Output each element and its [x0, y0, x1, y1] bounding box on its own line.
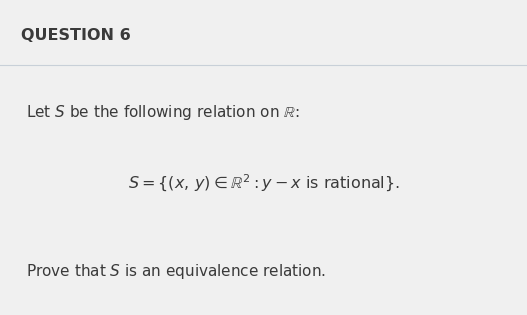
Text: Prove that $\mathit{S}$ is an equivalence relation.: Prove that $\mathit{S}$ is an equivalenc… — [26, 262, 327, 281]
Text: Let $\mathit{S}$ be the following relation on $\mathbb{R}$:: Let $\mathit{S}$ be the following relati… — [26, 103, 300, 122]
Text: QUESTION 6: QUESTION 6 — [21, 28, 131, 43]
Text: $\mathit{S} = \{(\mathit{x},\, \mathit{y}) \in \mathbb{R}^2 : \mathit{y} - \math: $\mathit{S} = \{(\mathit{x},\, \mathit{y… — [128, 173, 399, 194]
